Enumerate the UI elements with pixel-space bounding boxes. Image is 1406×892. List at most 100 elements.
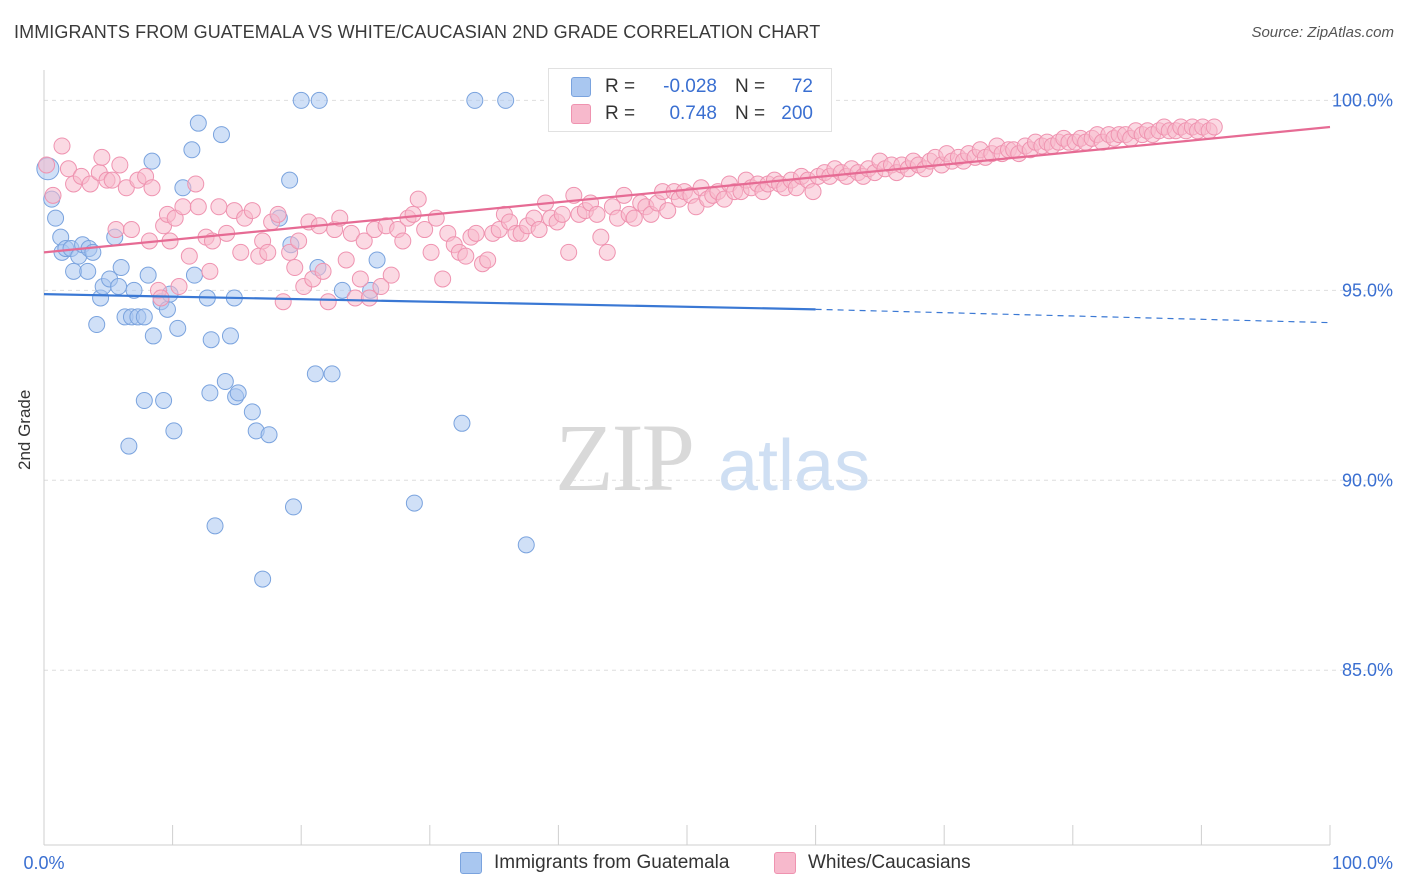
data-point <box>187 175 205 193</box>
data-point <box>38 156 56 174</box>
data-point <box>143 179 161 197</box>
bottom-legend-whites: Whites/Caucasians <box>774 852 971 874</box>
data-point <box>81 175 99 193</box>
data-point <box>170 278 188 296</box>
data-point <box>274 293 292 311</box>
data-point <box>169 319 187 337</box>
data-point <box>44 186 62 204</box>
data-point <box>368 251 386 269</box>
data-point <box>310 91 328 109</box>
data-point <box>346 289 364 307</box>
data-point <box>229 384 247 402</box>
data-point <box>804 183 822 201</box>
data-point <box>183 141 201 159</box>
data-point <box>260 426 278 444</box>
data-point <box>560 243 578 261</box>
data-point <box>479 251 497 269</box>
data-point <box>422 243 440 261</box>
data-point <box>466 91 484 109</box>
data-point <box>592 228 610 246</box>
data-point <box>143 152 161 170</box>
data-point <box>216 373 234 391</box>
legend-r-label: R = <box>605 76 636 97</box>
data-point <box>152 289 170 307</box>
legend-swatch-guatemala <box>571 77 591 97</box>
source-credit: Source: ZipAtlas.com <box>1251 24 1394 41</box>
legend-n-value: 200 <box>781 103 813 124</box>
legend-swatch-whites <box>571 104 591 124</box>
data-point <box>306 365 324 383</box>
data-point <box>453 414 471 432</box>
data-point <box>457 247 475 265</box>
data-point <box>120 437 138 455</box>
data-point <box>286 259 304 277</box>
data-point <box>292 91 310 109</box>
y-tick-label: 85.0% <box>1342 660 1393 680</box>
data-point <box>65 262 83 280</box>
watermark: ZIP atlas <box>555 404 870 511</box>
data-point <box>122 221 140 239</box>
legend-n-label: N = <box>735 103 766 124</box>
data-point <box>588 205 606 223</box>
data-point <box>110 278 128 296</box>
series-guatemala <box>36 91 827 588</box>
data-point <box>107 221 125 239</box>
data-point <box>517 536 535 554</box>
y-tick-label: 90.0% <box>1342 470 1393 490</box>
data-point <box>598 243 616 261</box>
legend-n-label: N = <box>735 76 766 97</box>
data-point <box>189 198 207 216</box>
data-point <box>243 202 261 220</box>
data-point <box>125 281 143 299</box>
legend-r-label: R = <box>605 103 636 124</box>
data-point <box>1205 118 1223 136</box>
legend-n-value: 72 <box>791 76 813 97</box>
legend-r-value: -0.028 <box>663 76 717 97</box>
data-point <box>111 156 129 174</box>
x-tick-label: 0.0% <box>23 853 64 873</box>
data-point <box>206 517 224 535</box>
data-point <box>355 232 373 250</box>
data-point <box>155 392 173 410</box>
data-point <box>372 278 390 296</box>
data-point <box>185 266 203 284</box>
data-point <box>382 266 400 284</box>
x-tick-label: 100.0% <box>1332 853 1393 873</box>
data-point <box>404 205 422 223</box>
bottom-legend: Immigrants from Guatemala Whites/Caucasi… <box>0 852 1406 878</box>
y-axis-label: 2nd Grade <box>15 389 34 470</box>
data-point <box>290 232 308 250</box>
data-point <box>189 114 207 132</box>
trend-lines <box>43 125 1331 324</box>
y-tick-label: 95.0% <box>1342 280 1393 300</box>
data-point <box>59 160 77 178</box>
data-point <box>409 190 427 208</box>
trend-line <box>43 125 1331 254</box>
data-point <box>202 331 220 349</box>
series-whites <box>38 118 1223 311</box>
data-point <box>659 202 677 220</box>
data-point <box>88 316 106 334</box>
data-point <box>201 262 219 280</box>
stats-legend: R = -0.028 N = 72 R = 0.748 N = 200 <box>548 68 832 132</box>
data-point <box>467 224 485 242</box>
data-point <box>93 148 111 166</box>
legend-row-guatemala: R = -0.028 N = 72 <box>571 75 813 99</box>
data-point <box>144 327 162 345</box>
data-point <box>351 270 369 288</box>
chart-title: IMMIGRANTS FROM GUATEMALA VS WHITE/CAUCA… <box>14 22 821 42</box>
data-point <box>281 171 299 189</box>
data-point <box>434 270 452 288</box>
data-point <box>319 293 337 311</box>
watermark-zip: ZIP <box>555 404 693 511</box>
bottom-legend-guatemala: Immigrants from Guatemala <box>460 852 729 874</box>
bottom-legend-label: Whites/Caucasians <box>808 852 971 873</box>
data-point <box>135 308 153 326</box>
data-point <box>112 259 130 277</box>
data-point <box>53 137 71 155</box>
data-point <box>394 232 412 250</box>
trend-line-extension <box>815 308 1331 324</box>
data-point <box>416 221 434 239</box>
data-point <box>553 205 571 223</box>
